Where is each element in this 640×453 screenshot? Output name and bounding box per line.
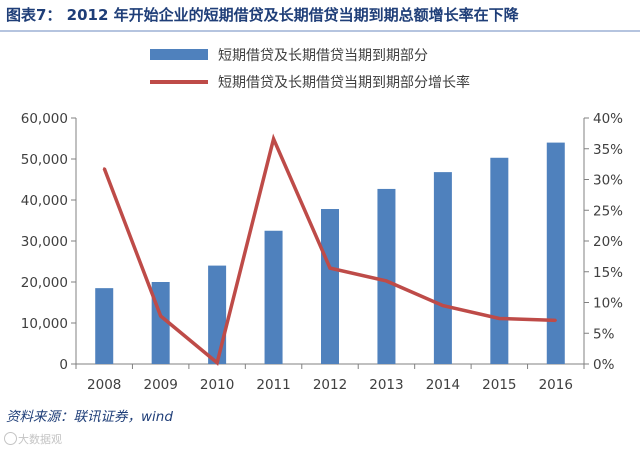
title-divider [0, 30, 640, 32]
line-point [554, 319, 557, 322]
right-axis-tick-label: 5% [593, 326, 615, 342]
watermark-icon [4, 432, 17, 445]
line-point [159, 314, 162, 318]
line-point [103, 167, 106, 170]
x-axis-tick-label: 2010 [200, 377, 234, 393]
bar [321, 209, 339, 364]
line-point [441, 304, 445, 307]
left-axis-tick-label: 20,000 [21, 275, 68, 291]
left-axis-tick-label: 0 [59, 357, 68, 373]
left-axis-tick-label: 30,000 [21, 234, 68, 250]
right-axis-tick-label: 10% [593, 296, 623, 312]
line-point [498, 317, 501, 320]
left-axis-tick-label: 40,000 [21, 193, 68, 209]
bar [377, 188, 396, 364]
x-axis-tick-label: 2016 [539, 377, 573, 393]
legend-label-line: 短期借贷及长期借贷当期到期部分增长率 [218, 74, 470, 91]
left-axis-tick-label: 50,000 [21, 152, 68, 168]
bar [490, 157, 509, 364]
x-axis-tick-label: 2015 [482, 377, 516, 393]
right-axis-tick-label: 25% [593, 203, 623, 219]
bar [95, 288, 114, 364]
line-point [385, 279, 388, 283]
right-axis-tick-label: 40% [593, 111, 623, 127]
right-axis-tick-label: 15% [593, 265, 623, 281]
legend-swatch-bar [150, 49, 208, 60]
bar [208, 265, 227, 364]
x-axis-tick-label: 2014 [426, 377, 460, 393]
line-point [328, 266, 332, 270]
left-axis-tick-label: 60,000 [21, 111, 68, 127]
right-axis-tick-label: 30% [593, 173, 623, 189]
right-axis-tick-label: 0% [593, 357, 615, 373]
bar [433, 172, 452, 364]
bar [264, 230, 283, 364]
x-axis-tick-label: 2013 [369, 377, 403, 393]
left-axis-tick-label: 10,000 [21, 316, 68, 332]
source-note: 资料来源：联讯证券，wind [6, 409, 173, 425]
watermark-text: 大数据观 [18, 433, 62, 446]
line-point [215, 361, 219, 364]
bar [546, 142, 565, 364]
x-axis-tick-label: 2011 [256, 377, 290, 393]
legend-label-bar: 短期借贷及长期借贷当期到期部分 [218, 48, 428, 64]
x-axis-tick-label: 2008 [87, 377, 121, 393]
x-axis-tick-label: 2012 [313, 377, 347, 393]
right-axis-tick-label: 20% [593, 234, 623, 250]
chart-title: 图表7： 2012 年开始企业的短期借贷及长期借贷当期到期总额增长率在下降 [6, 6, 519, 24]
x-axis-tick-label: 2009 [143, 377, 177, 393]
right-axis-tick-label: 35% [593, 142, 623, 158]
line-point [272, 137, 275, 141]
